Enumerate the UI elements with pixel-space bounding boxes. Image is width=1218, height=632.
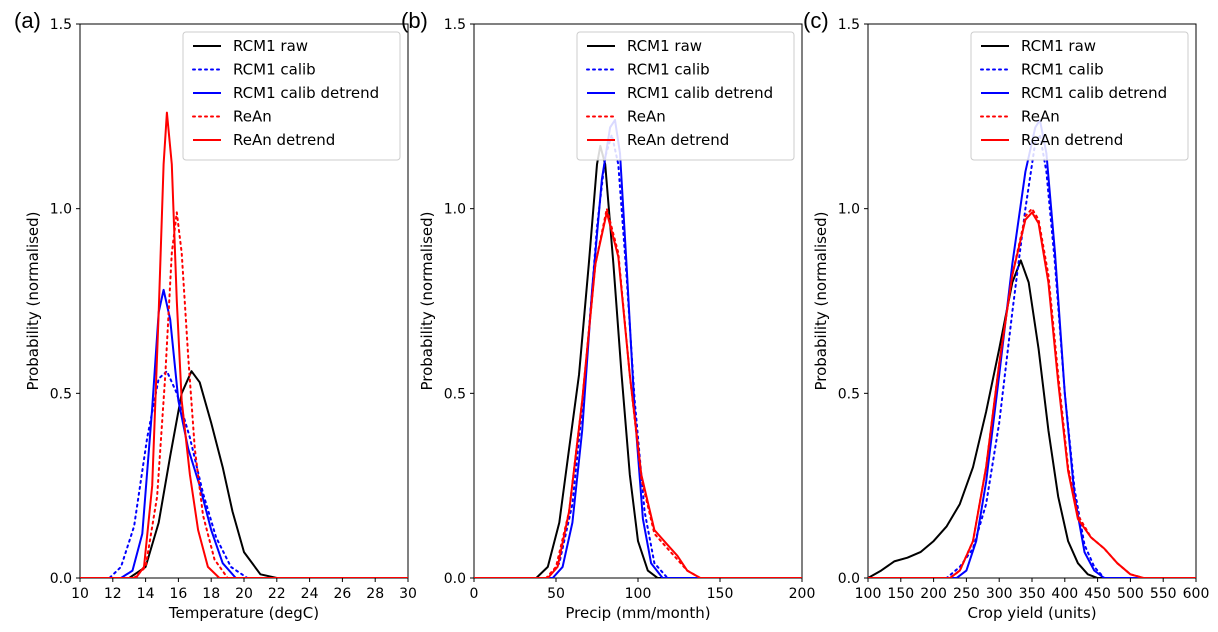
x-tick-label: 500 [1117,586,1144,602]
series-line-rean [474,207,802,578]
legend-label: RCM1 calib [1021,61,1104,79]
y-tick-label: 0.0 [838,571,860,587]
legend-box [182,31,401,161]
series-line-rcm1-raw [868,259,1196,578]
series-line-rcm1-calib [868,133,1196,578]
legend-label: RCM1 raw [1021,37,1096,55]
panel-label: (b) [401,8,428,33]
y-tick-label: 0.5 [50,386,72,402]
legend: RCM1 raw RCM1 calib RCM1 calib detrend ReAn… [576,31,795,161]
chart-panel-3: 100 150 200 250 300 350 400 450 500 550 600 0.0 0.5 1… [803,8,1209,622]
x-tick-label: 550 [1150,586,1177,602]
x-tick-label: 16 [169,586,187,602]
legend-label: RCM1 calib [627,61,710,79]
x-tick-label: 12 [104,586,122,602]
chart-panel-1: 10 12 14 16 18 20 22 24 26 28 30 0.0 0.5 1.0 1.5 Temper… [14,8,417,622]
x-tick-label: 450 [1084,586,1111,602]
y-tick-label: 1.0 [444,202,466,218]
x-tick-label: 50 [547,586,565,602]
x-tick-label: 18 [202,586,220,602]
legend-label: ReAn [1021,108,1060,126]
series-line-rean [80,211,408,578]
series-line-rcm1-calib-detrend [474,119,802,578]
legend-box [576,31,795,161]
legend: RCM1 raw RCM1 calib RCM1 calib detrend ReAn… [970,31,1189,161]
panel-label: (c) [803,8,829,33]
x-axis-label: Temperature (degC) [168,604,319,622]
series-line-rcm1-raw [80,370,408,578]
legend-label: RCM1 raw [233,37,308,55]
x-axis-label: Crop yield (units) [967,604,1096,622]
y-axis-label: Probability (normalised) [24,211,42,390]
legend-label: ReAn detrend [233,131,335,149]
series-line-rean-detrend [474,211,802,578]
series-line-rcm1-raw [474,144,802,578]
y-tick-label: 1.0 [50,202,72,218]
legend-label: RCM1 calib detrend [627,84,773,102]
x-tick-label: 100 [625,586,652,602]
series-line-rean [868,207,1196,578]
x-tick-label: 24 [301,586,319,602]
y-axis-label: Probability (normalised) [812,211,830,390]
y-tick-label: 1.5 [50,17,72,33]
y-tick-label: 0.0 [444,571,466,587]
y-tick-label: 0.0 [50,571,72,587]
x-tick-label: 150 [707,586,734,602]
series-line-rcm1-calib-detrend [868,119,1196,578]
x-tick-label: 300 [986,586,1013,602]
legend: RCM1 raw RCM1 calib RCM1 calib detrend ReAn… [182,31,401,161]
legend-label: RCM1 calib detrend [233,84,379,102]
series-line-rcm1-calib-detrend [80,288,408,578]
legend-box [970,31,1189,161]
legend-label: RCM1 raw [627,37,702,55]
x-tick-label: 30 [399,586,417,602]
y-tick-label: 1.5 [444,17,466,33]
x-tick-label: 350 [1019,586,1046,602]
series-line-rean-detrend [868,211,1196,578]
legend-label: RCM1 calib detrend [1021,84,1167,102]
series-line-rcm1-calib [474,133,802,578]
x-tick-label: 20 [235,586,253,602]
y-tick-label: 1.5 [838,17,860,33]
x-tick-label: 200 [920,586,947,602]
legend-label: ReAn [233,108,272,126]
y-tick-label: 0.5 [444,386,466,402]
y-tick-label: 1.0 [838,202,860,218]
x-tick-label: 250 [953,586,980,602]
legend-label: RCM1 calib [233,61,316,79]
x-tick-label: 150 [887,586,914,602]
series-line-rean-detrend [80,111,408,578]
y-tick-label: 0.5 [838,386,860,402]
x-tick-label: 100 [855,586,882,602]
legend-label: ReAn [627,108,666,126]
x-tick-label: 26 [333,586,351,602]
chart-panel-2: 0 50 100 150 200 0.0 0.5 1.0 1.5 Precip (mm/month… [401,8,815,622]
x-axis-label: Precip (mm/month) [565,604,710,622]
x-tick-label: 28 [366,586,384,602]
y-axis-label: Probability (normalised) [418,211,436,390]
x-tick-label: 22 [268,586,286,602]
panel-label: (a) [14,8,41,33]
x-tick-label: 600 [1183,586,1210,602]
x-tick-label: 200 [789,586,816,602]
x-tick-label: 0 [470,586,479,602]
x-tick-label: 400 [1051,586,1078,602]
x-tick-label: 14 [137,586,155,602]
series-line-rcm1-calib [80,370,408,578]
legend-label: ReAn detrend [1021,131,1123,149]
x-tick-label: 10 [71,586,89,602]
legend-label: ReAn detrend [627,131,729,149]
